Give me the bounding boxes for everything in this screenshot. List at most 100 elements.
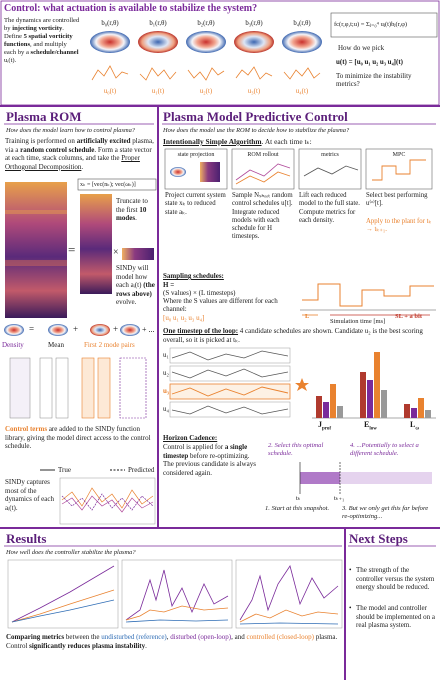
text: artificially excited <box>76 137 131 145</box>
horizon-band <box>340 472 432 484</box>
text: 10 modes <box>116 205 147 223</box>
mode-label: Mean <box>48 341 64 349</box>
text: J <box>318 420 322 429</box>
paragraph: Comparing metrics between the undisturbe… <box>6 633 342 650</box>
question: To minimize the instability metrics? <box>336 72 412 89</box>
basis-label: b₃(r,θ) <box>245 20 263 27</box>
candidate-trace <box>171 386 289 397</box>
text: 5 spatial vorticity functions <box>4 33 73 48</box>
time-label: tₖ₊₁ <box>334 495 345 502</box>
apply-text: Apply to the plant for tₖ → tₖ₊₁. <box>366 218 432 234</box>
state-equation: xₖ = [vec(nₖ); vec(ωₖ)] <box>80 182 136 188</box>
paragraph: Where the S values are different for eac… <box>163 297 278 314</box>
mode-blob <box>4 324 24 336</box>
text: , <box>166 633 171 641</box>
paragraph: SINDy captures most of the dynamics of e… <box>5 478 54 512</box>
text: undisturbed (reference) <box>101 633 167 641</box>
mode-heatmap <box>80 194 112 294</box>
note: 1. Start at this snapshot. <box>265 505 330 512</box>
candidate-trace <box>171 405 289 415</box>
horizon-band <box>300 472 340 484</box>
schedule-trace <box>372 159 426 181</box>
metric-bar <box>330 384 336 418</box>
candidate-row <box>169 347 291 364</box>
step-text: Project current system state xₖ to reduc… <box>165 192 226 216</box>
operator: + <box>113 324 119 334</box>
note: 4. ...Potentially to select a different … <box>350 442 419 458</box>
section-title: Plasma ROM <box>6 109 82 124</box>
candidate-row <box>169 365 291 382</box>
mode-blob <box>90 324 110 336</box>
heading: Intentionally Simple Algorithm. At each … <box>163 137 438 146</box>
banner-intro: The dynamics are controlled by injecting… <box>4 17 80 65</box>
text: a single timestep <box>163 443 248 460</box>
channel-trace <box>139 67 177 81</box>
paragraph: Control is applied for a single timestep… <box>163 443 259 477</box>
basis-label: b₂(r,θ) <box>197 20 215 27</box>
channel-label: u₄(t) <box>295 88 309 95</box>
text: . <box>81 162 84 171</box>
span-label: SL + a bit <box>395 313 423 320</box>
control-column <box>97 357 111 419</box>
channel-label: u₀(t) <box>103 88 117 95</box>
text: random control schedule <box>20 145 95 154</box>
time-label: tₖ <box>296 495 301 502</box>
channel-trace <box>235 66 273 80</box>
text: before re-optimizing. The previous candi… <box>163 451 256 477</box>
coefficient-matrix <box>119 357 147 419</box>
text: Intentionally Simple Algorithm <box>163 137 262 146</box>
control-column <box>81 357 95 419</box>
result-trace <box>11 565 115 623</box>
library-column <box>55 357 69 419</box>
basis-label: b₄(r,θ) <box>293 20 311 27</box>
text: Proper Orthogonal Decomposition <box>5 154 140 171</box>
text: Comparing metrics <box>6 633 65 641</box>
banner-title: Control: what actuation is available to … <box>4 3 258 14</box>
candidate-label: u₂ <box>163 369 169 377</box>
step-panel <box>298 148 362 190</box>
note: 2. Select this optimal schedule. <box>268 442 324 458</box>
text: uᵢ(t). <box>4 57 17 64</box>
metric-bar <box>360 372 366 418</box>
paragraph: SINDy will model how each aᵢ(t) (the row… <box>116 264 158 307</box>
text: E <box>364 420 370 429</box>
text: . <box>135 214 137 222</box>
mode-blob <box>48 324 68 336</box>
operator: = <box>29 324 35 334</box>
panel-label: state projection <box>177 152 215 158</box>
metric-bar <box>425 410 431 418</box>
heatmap-band <box>5 260 67 266</box>
step-text: Select best performing u⁽ᵒ⁾[t]. <box>366 192 428 208</box>
axis-label: Simulation time [ms] <box>330 318 386 325</box>
result-trace <box>125 569 229 621</box>
text: . At each time tₖ: <box>261 137 312 146</box>
paragraph: Truncate to the first 10 modes. <box>116 197 158 223</box>
operator: + ... <box>142 325 155 334</box>
text: disturbed (open-loop) <box>170 633 232 641</box>
result-trace <box>11 599 115 623</box>
question: How do we pick <box>338 44 385 52</box>
note: 3. But we only get this far before re-op… <box>342 505 429 521</box>
metric-label: Elow <box>364 420 377 434</box>
panel-label: metrics <box>321 152 339 158</box>
result-trace <box>11 589 115 623</box>
candidate-row <box>169 401 291 418</box>
metric-bar <box>374 352 380 418</box>
channel-label: u₂(t) <box>199 88 213 95</box>
metric-label: Jprof <box>318 420 331 434</box>
state-icon <box>170 167 186 177</box>
reduced-state-icon <box>200 162 220 182</box>
equation: (S values) × (L timesteps) <box>163 289 236 297</box>
heading: Sampling schedules: <box>163 272 224 280</box>
channel-label: u₁(t) <box>151 88 165 95</box>
rollout-trace <box>235 171 291 185</box>
candidate-trace <box>171 350 289 361</box>
text: schedule/channel <box>30 49 79 56</box>
text: Truncate to the first <box>116 197 148 214</box>
trace <box>61 493 154 511</box>
result-trace <box>239 622 339 625</box>
formula: fc(r,φ,t;u) = Σⱼ₌₀⁴ uⱼ(t)bⱼ(r,φ) <box>334 21 408 28</box>
panel-label: MPC <box>392 152 406 158</box>
text: evolve. <box>116 298 137 306</box>
